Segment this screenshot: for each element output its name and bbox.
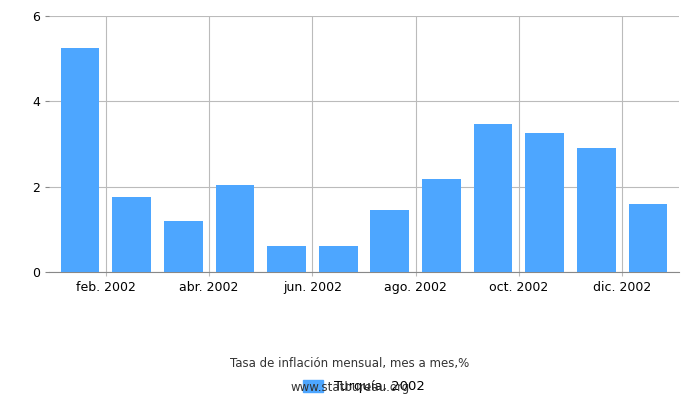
Bar (216, 184, 254, 272)
Bar (370, 210, 410, 272)
Bar (61, 48, 99, 272)
Bar (526, 133, 564, 272)
Text: Tasa de inflación mensual, mes a mes,%: Tasa de inflación mensual, mes a mes,% (230, 358, 470, 370)
Bar (318, 246, 358, 272)
Bar (629, 204, 667, 272)
Text: www.statbureau.org: www.statbureau.org (290, 382, 410, 394)
Legend: Turquía, 2002: Turquía, 2002 (298, 374, 430, 398)
Bar (577, 148, 616, 272)
Bar (422, 179, 461, 272)
Bar (474, 124, 512, 272)
Bar (164, 221, 202, 272)
Bar (112, 197, 151, 272)
Bar (267, 246, 306, 272)
